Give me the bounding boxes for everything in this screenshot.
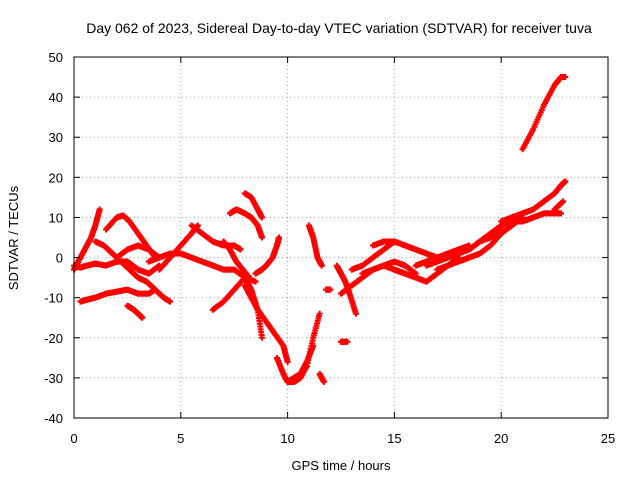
data-point: [252, 278, 259, 285]
data-point: [276, 234, 283, 241]
data-point: [352, 310, 359, 317]
x-tick-label: 15: [387, 431, 401, 446]
y-tick-label: -10: [44, 291, 63, 306]
series-track-15: [241, 282, 291, 365]
series-track-27: [370, 238, 398, 249]
series-track-12: [220, 238, 253, 281]
data-point: [96, 206, 103, 213]
data-point: [284, 358, 291, 365]
plot-frame: [73, 56, 609, 419]
data-point: [560, 198, 567, 205]
data-point: [246, 274, 253, 281]
x-tick-label: 5: [177, 431, 184, 446]
series-track-7: [124, 302, 146, 321]
series-track-21: [323, 286, 334, 293]
series-track-3: [77, 286, 159, 305]
data-point: [258, 214, 265, 221]
series-track-19: [305, 222, 325, 269]
y-tick-label: -20: [44, 331, 63, 346]
series-track-35: [519, 74, 569, 153]
data-point: [167, 298, 174, 305]
y-tick-label: 0: [56, 251, 63, 266]
data-point: [562, 74, 569, 81]
series-track-22: [333, 262, 359, 317]
y-axis-label: SDTVAR / TECUs: [6, 185, 21, 290]
series-track-31: [434, 214, 526, 273]
data-point: [391, 238, 398, 245]
series-track-26: [359, 258, 419, 277]
data-point: [258, 334, 265, 341]
axis-ticks: [73, 56, 609, 419]
y-tick-labels: -40 -30 -20 -10 0 10 20 30 40 50: [44, 50, 63, 426]
x-tick-label: 25: [601, 431, 615, 446]
series-track-20: [316, 370, 327, 385]
data-point: [344, 338, 351, 345]
data-point: [316, 310, 323, 317]
series-track-10: [188, 222, 244, 253]
data-point: [310, 342, 317, 349]
y-tick-label: 20: [49, 170, 63, 185]
y-tick-label: -40: [44, 411, 63, 426]
series-track-36: [551, 198, 567, 213]
series-track-18: [284, 342, 317, 385]
y-tick-label: -30: [44, 371, 63, 386]
data-point: [327, 286, 334, 293]
y-tick-label: 40: [49, 90, 63, 105]
x-tick-labels: 0 5 10 15 20 25: [70, 431, 615, 446]
x-tick-label: 20: [494, 431, 508, 446]
series-track-14: [241, 190, 265, 221]
x-tick-label: 0: [70, 431, 77, 446]
series-track-13: [226, 206, 265, 241]
series-track-34: [498, 178, 569, 225]
data-point: [562, 178, 569, 185]
series-track-25: [348, 238, 441, 273]
series-track-23: [338, 338, 351, 345]
data-point: [258, 234, 265, 241]
data-point: [320, 378, 327, 385]
x-axis-label: GPS time / hours: [292, 458, 391, 473]
x-tick-label: 10: [280, 431, 294, 446]
y-tick-label: 10: [49, 210, 63, 225]
data-point: [237, 246, 244, 253]
data-point: [558, 210, 565, 217]
data-points: [71, 74, 569, 385]
data-point: [139, 314, 146, 321]
chart-title: Day 062 of 2023, Sidereal Day-to-day VTE…: [86, 20, 592, 36]
data-point: [318, 262, 325, 269]
y-tick-label: 50: [49, 50, 63, 65]
y-tick-label: 30: [49, 130, 63, 145]
grid: [74, 57, 608, 418]
series-track-16: [252, 234, 283, 277]
